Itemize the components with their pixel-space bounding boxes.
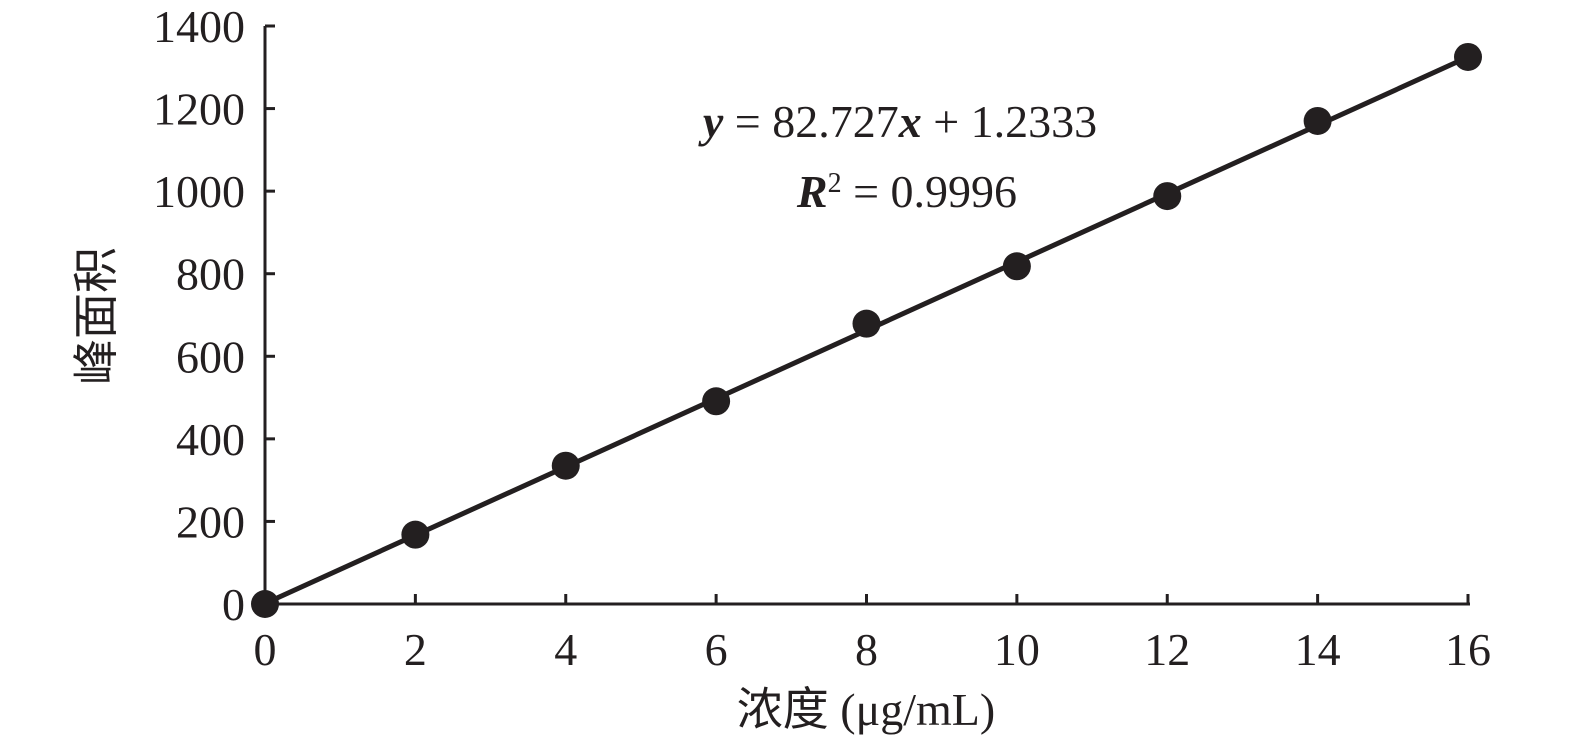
data-points [251, 42, 1482, 618]
y-axis-title: 峰面积 [71, 247, 122, 385]
y-tick-label: 1200 [153, 84, 245, 135]
x-tick-label: 16 [1445, 624, 1491, 675]
x-tick-label: 10 [994, 624, 1040, 675]
r-squared-value: = 0.9996 [842, 166, 1017, 217]
axes [263, 24, 1470, 606]
x-tick-label: 6 [705, 624, 728, 675]
data-point [1303, 106, 1332, 135]
y-tick-label: 0 [222, 579, 245, 630]
tick-labels: 0 200 400 600 800 1000 1200 1400 0 2 4 6 8 10 12 14 16 [153, 1, 1491, 675]
y-tick-label: 200 [176, 496, 245, 547]
regression-equation: y = 82.727x + 1.2333 [698, 96, 1097, 147]
x-tick-label: 8 [855, 624, 878, 675]
y-tick-label: 1000 [153, 166, 245, 217]
data-point [551, 451, 580, 480]
r-squared-exponent: 2 [828, 168, 842, 199]
data-point [401, 520, 430, 549]
data-point [1454, 42, 1482, 71]
y-tick-label: 600 [176, 331, 245, 382]
equation-intercept: + 1.2333 [922, 96, 1097, 147]
r-squared-label: R2 = 0.9996 [796, 166, 1017, 217]
data-point [1153, 182, 1182, 211]
data-point [1002, 252, 1031, 281]
equation-x-variable: x [898, 96, 922, 147]
y-tick-label: 800 [176, 249, 245, 300]
data-point [852, 309, 881, 338]
x-tick-label: 2 [404, 624, 427, 675]
data-point [251, 590, 279, 618]
r-squared-variable: R [796, 166, 828, 217]
x-tick-label: 0 [254, 624, 277, 675]
x-tick-label: 4 [554, 624, 577, 675]
y-tick-label: 400 [176, 414, 245, 465]
x-axis-title: 浓度 (μg/mL) [737, 684, 995, 735]
x-tick-label: 12 [1144, 624, 1190, 675]
equation-y-variable: y [698, 96, 724, 147]
data-point [702, 387, 731, 416]
equation-slope: = 82.727 [723, 96, 898, 147]
x-tick-label: 14 [1295, 624, 1341, 675]
y-tick-label: 1400 [153, 1, 245, 52]
